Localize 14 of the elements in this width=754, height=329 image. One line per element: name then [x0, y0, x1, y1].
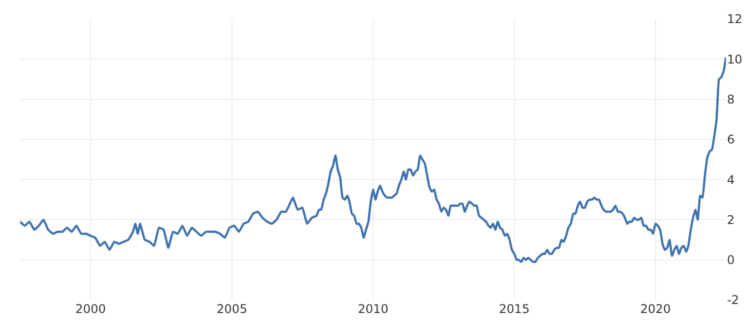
y-tick-label: 6	[727, 132, 735, 147]
y-tick-label: 8	[727, 92, 735, 106]
y-tick-label: -2	[727, 293, 739, 308]
x-tick-label: 2015	[499, 302, 530, 316]
x-tick-label: 2010	[358, 302, 388, 316]
x-tick-label: 2005	[216, 302, 248, 316]
x-tick-label: 2000	[75, 302, 106, 316]
y-tick-label: 2	[727, 212, 735, 227]
x-tick-label: 2020	[640, 302, 671, 316]
y-tick-label: 10	[727, 52, 742, 66]
line-series	[20, 56, 726, 263]
y-tick-label: 4	[727, 172, 735, 187]
y-tick-label: 12	[727, 12, 742, 26]
y-tick-label: 0	[727, 253, 735, 268]
